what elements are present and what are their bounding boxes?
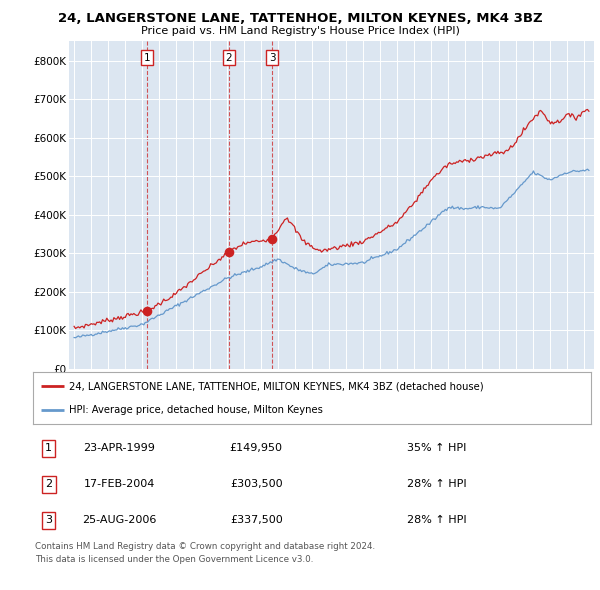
Text: £303,500: £303,500 [230,480,283,490]
Point [224,247,234,257]
Text: Contains HM Land Registry data © Crown copyright and database right 2024.: Contains HM Land Registry data © Crown c… [35,542,375,550]
Text: £149,950: £149,950 [230,444,283,453]
Text: 2: 2 [226,53,232,63]
Text: 28% ↑ HPI: 28% ↑ HPI [407,480,466,490]
Point [267,234,277,244]
Text: 3: 3 [269,53,275,63]
Text: HPI: Average price, detached house, Milton Keynes: HPI: Average price, detached house, Milt… [69,405,323,415]
Text: 24, LANGERSTONE LANE, TATTENHOE, MILTON KEYNES, MK4 3BZ: 24, LANGERSTONE LANE, TATTENHOE, MILTON … [58,12,542,25]
Text: 25-AUG-2006: 25-AUG-2006 [82,516,157,526]
Text: 2: 2 [45,480,52,490]
Text: 3: 3 [45,516,52,526]
Text: 17-FEB-2004: 17-FEB-2004 [84,480,155,490]
Text: 1: 1 [45,444,52,453]
Text: 23-APR-1999: 23-APR-1999 [83,444,155,453]
Text: Price paid vs. HM Land Registry's House Price Index (HPI): Price paid vs. HM Land Registry's House … [140,26,460,36]
Text: 28% ↑ HPI: 28% ↑ HPI [407,516,466,526]
Text: 1: 1 [144,53,151,63]
Text: 35% ↑ HPI: 35% ↑ HPI [407,444,466,453]
Point [142,306,152,316]
Text: £337,500: £337,500 [230,516,283,526]
Text: 24, LANGERSTONE LANE, TATTENHOE, MILTON KEYNES, MK4 3BZ (detached house): 24, LANGERSTONE LANE, TATTENHOE, MILTON … [69,381,484,391]
Text: This data is licensed under the Open Government Licence v3.0.: This data is licensed under the Open Gov… [35,555,313,563]
